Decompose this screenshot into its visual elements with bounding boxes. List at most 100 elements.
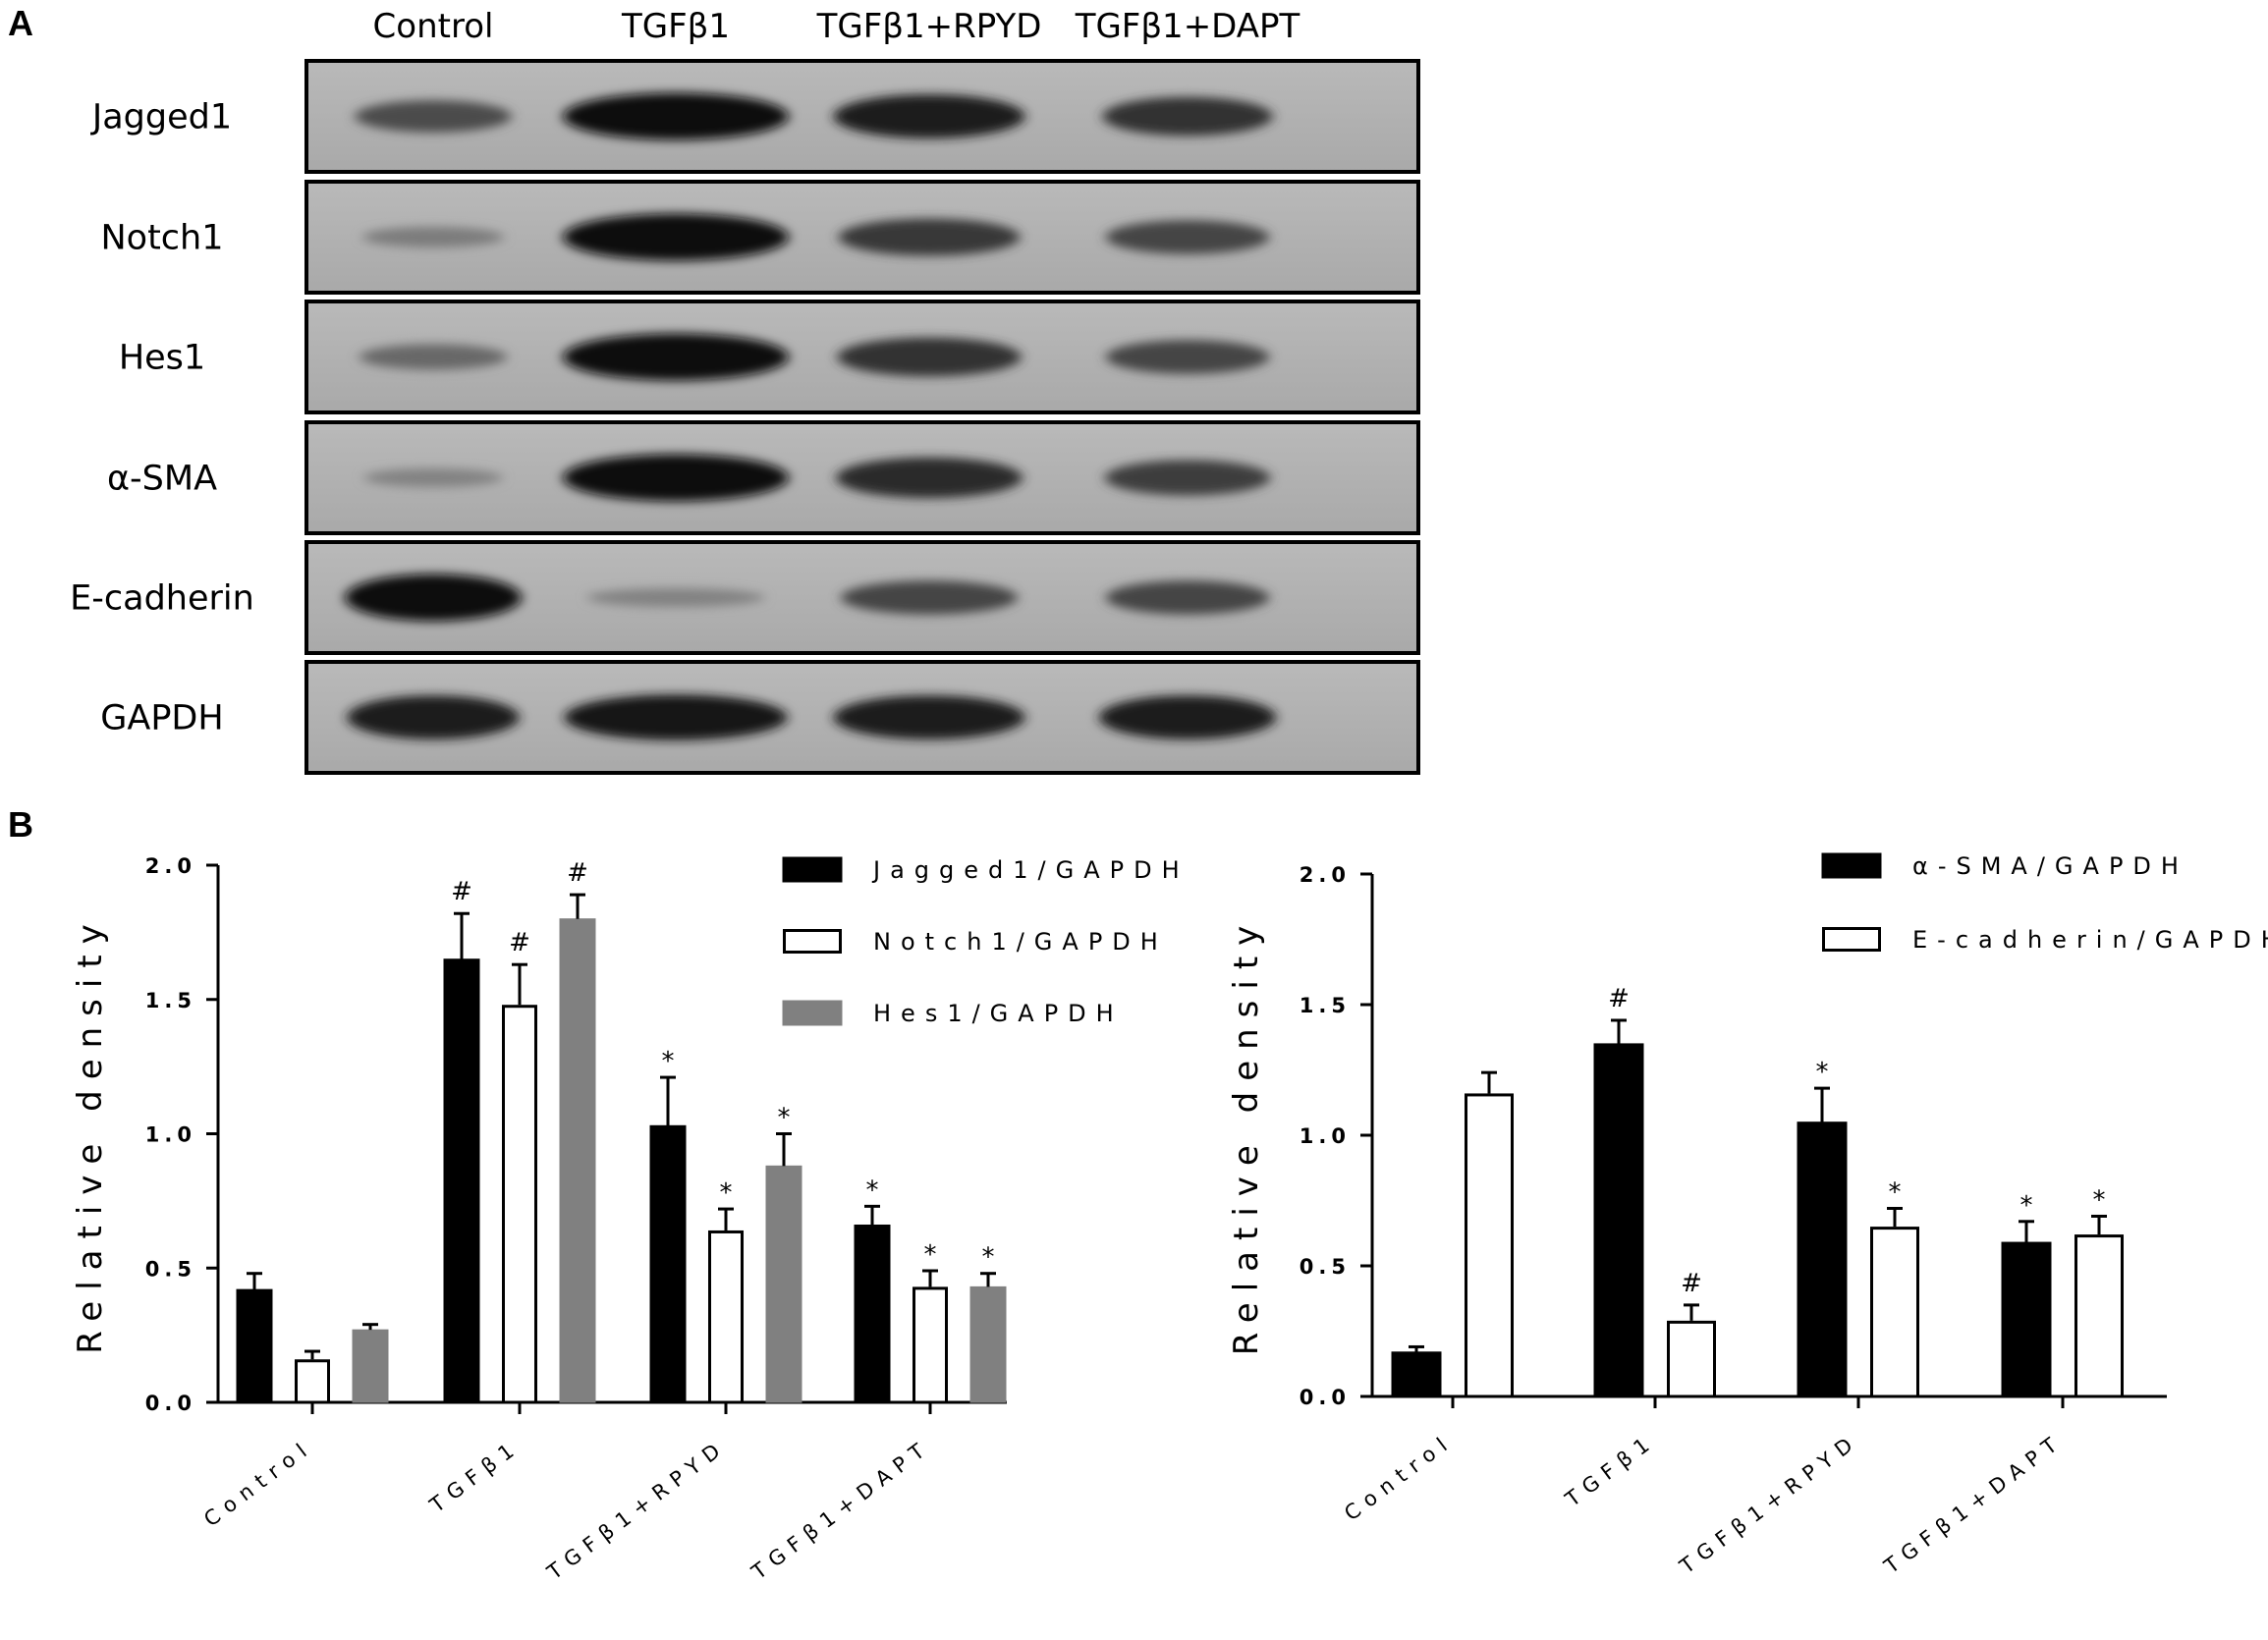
bar-white (1465, 1093, 1514, 1398)
y-axis-label: Relative density (71, 913, 110, 1354)
bar-black (854, 1224, 891, 1403)
significance-star: * (1816, 1058, 1829, 1087)
y-tick-label: 0.5 (1300, 1255, 1351, 1279)
bar-white (295, 1359, 330, 1404)
bar-white (913, 1286, 948, 1404)
category-label: TGFβ1 (425, 1435, 525, 1518)
legend-swatch (1822, 927, 1881, 952)
bar-black (443, 958, 480, 1403)
blot-band (563, 333, 789, 381)
category-label: TGFβ1+RPYD (1675, 1429, 1863, 1579)
category-label: TGFβ1+DAPT (1879, 1429, 2068, 1579)
bar-white (1667, 1320, 1716, 1398)
panel-a-letter: A (8, 3, 33, 43)
legend-label: Notch1/GAPDH (873, 928, 1168, 956)
blot-band (563, 213, 789, 261)
blot-band (836, 457, 1023, 499)
panel-b-letter: B (8, 804, 33, 845)
y-tick-label: 0.0 (1300, 1386, 1351, 1409)
blot-band (1098, 695, 1277, 739)
y-tick-label: 2.0 (145, 854, 196, 878)
blot-band (363, 467, 503, 488)
bar-white (502, 1005, 537, 1404)
bar-gray (559, 918, 596, 1403)
protein-label: GAPDH (100, 699, 223, 738)
significance-hash: # (1681, 1269, 1702, 1298)
blot-band (563, 92, 789, 140)
blot-row: GAPDH (100, 660, 1420, 775)
bar-white (2074, 1234, 2124, 1398)
blot-band (362, 227, 504, 247)
western-blot: Jagged1 Notch1 Hes1 α-SMA E-cadherin GAPDH (70, 59, 1420, 775)
blot-band (837, 337, 1022, 377)
bar-gray (969, 1285, 1007, 1403)
blot-band (355, 100, 512, 133)
y-tick-label: 1.0 (1300, 1124, 1351, 1148)
category-label: Control (199, 1435, 317, 1532)
y-tick-label: 1.5 (145, 989, 196, 1012)
protein-label: α-SMA (107, 460, 217, 499)
significance-star: * (1889, 1177, 1902, 1207)
legend-swatch (782, 1000, 843, 1026)
blot-band (563, 454, 789, 502)
bar-gray (352, 1329, 389, 1403)
protein-label: Jagged1 (90, 98, 232, 137)
legend-label: Jagged1/GAPDH (871, 856, 1189, 884)
lane-label-tgfb1-dapt: TGFβ1+DAPT (1075, 7, 1300, 46)
blot-row: Notch1 (100, 180, 1420, 295)
blot-band (564, 694, 788, 740)
significance-hash: # (567, 858, 588, 888)
bar-black (1593, 1043, 1644, 1397)
bar-white (1870, 1227, 1919, 1398)
y-tick-label: 2.0 (1300, 863, 1351, 887)
legend-label: Hes1/GAPDH (873, 1000, 1124, 1027)
lane-label-tgfb1-rpyd: TGFβ1+RPYD (816, 7, 1042, 46)
category-label: TGFβ1+RPYD (542, 1435, 731, 1585)
chart-emt-markers: 0.0 0.5 1.0 1.5 2.0 Relative density Control # #… (1227, 852, 2268, 1579)
significance-star: * (924, 1240, 937, 1270)
significance-star: * (2093, 1185, 2106, 1215)
bar-black (2001, 1241, 2052, 1397)
blot-row: E-cadherin (70, 540, 1420, 655)
blot-row: α-SMA (107, 420, 1420, 535)
blot-band (833, 695, 1025, 739)
blot-band (1105, 340, 1270, 374)
significance-star: * (982, 1243, 995, 1273)
blot-band (833, 94, 1025, 138)
bar-white (708, 1230, 744, 1404)
blot-band (1105, 220, 1270, 254)
chart-notch-signaling: 0.0 0.5 1.0 1.5 2.0 Relative density Control # #… (71, 854, 1189, 1585)
blot-band (347, 695, 520, 739)
blot-band (586, 587, 765, 608)
significance-hash: # (509, 928, 530, 957)
blot-row: Jagged1 (90, 59, 1420, 174)
blot-band (838, 218, 1021, 256)
y-axis-label: Relative density (1227, 915, 1266, 1356)
y-tick-label: 1.5 (1300, 994, 1351, 1017)
blot-band (1105, 580, 1270, 615)
bar-black (649, 1124, 687, 1403)
legend-swatch (782, 856, 843, 883)
y-tick-label: 0.0 (145, 1392, 196, 1415)
blot-band (1104, 460, 1271, 496)
bar-black (1391, 1351, 1442, 1397)
significance-star: * (2020, 1191, 2033, 1221)
legend-label: E-cadherin/GAPDH (1912, 926, 2268, 954)
blot-band (345, 574, 522, 622)
blot-band (1102, 96, 1273, 137)
bar-black (236, 1288, 273, 1403)
lane-labels: Control TGFβ1 TGFβ1+RPYD TGFβ1+DAPT (373, 7, 1300, 46)
category-label: TGFβ1 (1561, 1429, 1660, 1512)
significance-star: * (866, 1175, 879, 1205)
category-label: Control (1340, 1429, 1458, 1526)
legend-swatch (783, 929, 842, 954)
lane-label-control: Control (373, 7, 494, 46)
significance-star: * (720, 1178, 733, 1208)
protein-label: Hes1 (119, 339, 205, 378)
protein-label: E-cadherin (70, 579, 254, 619)
blot-band (359, 344, 508, 370)
significance-hash: # (451, 877, 472, 906)
bar-gray (765, 1165, 802, 1403)
blot-row: Hes1 (119, 300, 1420, 414)
legend-label: α-SMA/GAPDH (1912, 852, 2188, 880)
